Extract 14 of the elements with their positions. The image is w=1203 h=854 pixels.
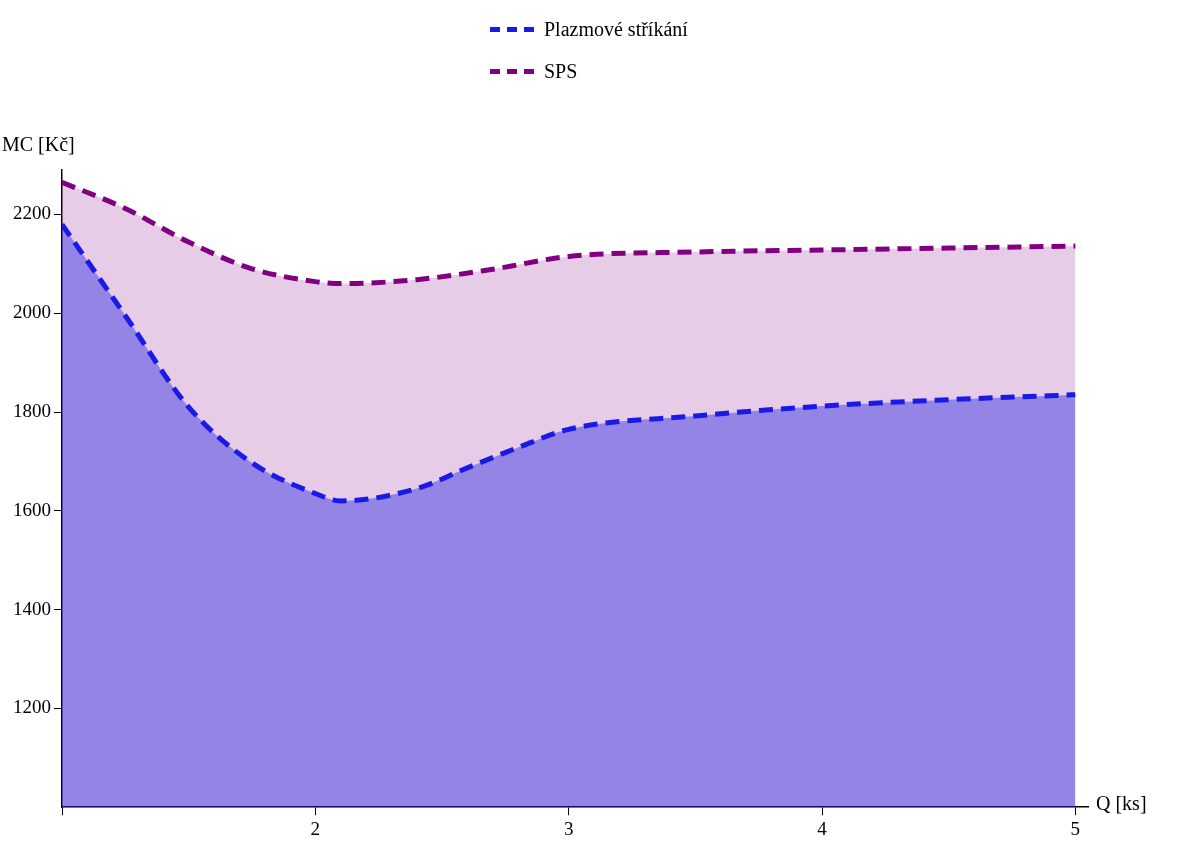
y-tick-label: 1200: [13, 696, 51, 718]
y-tick-label: 1800: [13, 400, 51, 422]
legend-label: SPS: [544, 59, 578, 83]
x-tick-label: 2: [310, 817, 321, 839]
y-axis-title: MC [Kč]: [2, 133, 75, 156]
x-tick-label: 5: [1070, 817, 1081, 839]
y-tick-label: 1400: [13, 597, 51, 619]
y-tick-label: 1600: [13, 498, 51, 520]
legend-label: Plazmové stříkání: [544, 17, 688, 41]
x-tick-label: 4: [817, 817, 828, 839]
y-tick-label: 2200: [13, 202, 51, 224]
x-tick-label: 3: [563, 817, 574, 839]
y-tick-label: 2000: [13, 301, 51, 323]
x-axis-title: Q [ks]: [1096, 792, 1147, 815]
